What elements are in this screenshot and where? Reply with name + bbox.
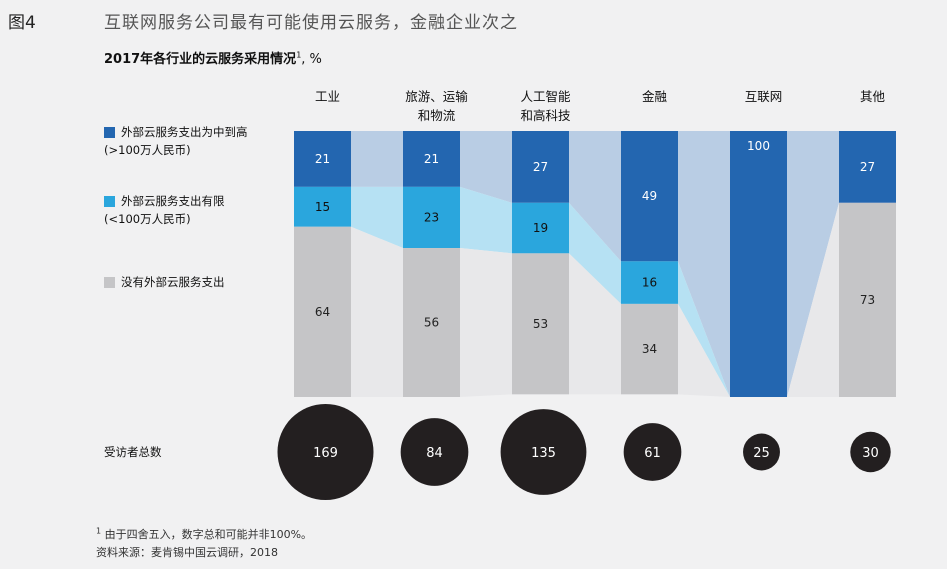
category-label: 互联网 (745, 89, 783, 104)
connector-band (569, 202, 621, 304)
bar-segment (621, 261, 678, 304)
bar-value-label: 21 (315, 152, 330, 166)
connector-band (351, 186, 403, 249)
bar-segment (621, 303, 678, 395)
bar-value-label: 73 (860, 293, 875, 307)
footnote-rounding: 1 由于四舍五入，数字总和可能并非100%。 (96, 526, 312, 542)
category-label: 其他 (860, 89, 886, 104)
bar-value-label: 56 (424, 316, 439, 330)
bar-segment (403, 131, 460, 187)
bar-segment (294, 186, 351, 227)
figure-title: 互联网服务公司最有可能使用云服务，金融企业次之 (104, 13, 518, 33)
connector-band (460, 186, 512, 254)
bar-segment (839, 131, 896, 203)
category-label: 金融 (642, 89, 668, 104)
legend-label: (<100万人民币) (104, 212, 191, 226)
respondent-count-label: 25 (753, 446, 770, 461)
respondent-count-label: 30 (862, 446, 879, 461)
chart-title: 2017年各行业的云服务采用情况1, % (104, 48, 322, 67)
legend-swatch (104, 277, 115, 288)
connector-band (351, 226, 403, 397)
connector-band (678, 131, 730, 397)
legend-label: 外部云服务支出为中到高 (121, 125, 248, 139)
connector-band (460, 248, 512, 397)
source-note: 资料来源：麦肯锡中国云调研，2018 (96, 546, 278, 559)
category-label: 工业 (315, 89, 340, 104)
respondent-count-label: 61 (644, 446, 661, 461)
stacked-bars (294, 131, 896, 397)
bar-value-label: 27 (860, 160, 875, 174)
legend-swatch (104, 127, 115, 138)
bar-value-label: 64 (315, 305, 330, 319)
bar-value-label: 27 (533, 160, 548, 174)
bar-value-label: 53 (533, 317, 548, 331)
connector-band (460, 131, 512, 203)
connector-bands (351, 131, 839, 397)
bar-segment (839, 202, 896, 397)
respondent-bubble (850, 431, 891, 473)
bar-value-label: 23 (424, 210, 439, 224)
bar-segment (403, 186, 460, 249)
chart-title-footnote-mark: 1 (296, 50, 302, 60)
bar-segment (730, 131, 787, 397)
footnote-text: 由于四舍五入，数字总和可能并非100%。 (104, 528, 313, 541)
bar-value-label: 34 (642, 342, 657, 356)
respondent-count-label: 135 (531, 446, 556, 461)
bar-segment (512, 131, 569, 203)
category-label: 和物流 (418, 108, 456, 123)
respondent-bubble (623, 423, 682, 481)
bar-segment (512, 202, 569, 254)
respondent-bubble (400, 418, 469, 486)
connector-band (569, 131, 621, 262)
figure-label: 图4 (8, 13, 36, 33)
bar-segment (294, 226, 351, 397)
respondent-count-label: 169 (313, 446, 338, 461)
bar-segment (403, 248, 460, 397)
legend-label: 没有外部云服务支出 (121, 275, 225, 289)
connector-band (569, 253, 621, 395)
connector-band (678, 303, 730, 397)
legend-swatch (104, 196, 115, 207)
bar-value-label: 16 (642, 276, 657, 290)
footnote-mark: 1 (96, 526, 102, 536)
bar-value-label: 49 (642, 189, 657, 203)
connector-band (351, 131, 403, 187)
bar-value-label: 19 (533, 221, 548, 235)
segment-value-labels: 21 15 64 21 23 56 27 19 53 49 16 34 100 27 73 (315, 139, 875, 356)
respondent-bubble (277, 404, 374, 500)
connector-band (787, 131, 839, 397)
bar-segment (294, 131, 351, 187)
respondent-bubbles: 169 84 135 61 25 30 受访者总数 (104, 404, 891, 500)
bar-value-label: 15 (315, 200, 330, 214)
connector-band (678, 261, 730, 397)
respondent-bubble (743, 433, 780, 471)
respondent-bubble (500, 409, 587, 495)
connector-band (787, 202, 839, 397)
category-label: 人工智能 (520, 89, 571, 104)
bar-value-label: 100 (747, 139, 770, 153)
legend-label: 外部云服务支出有限 (121, 194, 225, 208)
respondent-count-label: 84 (426, 446, 443, 461)
chart-title-text: 2017年各行业的云服务采用情况 (104, 52, 297, 67)
category-label: 和高科技 (520, 108, 571, 123)
bar-segment (512, 253, 569, 395)
category-label: 旅游、运输 (405, 89, 468, 104)
bar-segment (621, 131, 678, 262)
chart-title-unit: , % (301, 52, 322, 67)
respondents-label: 受访者总数 (104, 445, 162, 459)
legend-label: (>100万人民币) (104, 143, 191, 157)
bar-value-label: 21 (424, 152, 439, 166)
legend: 外部云服务支出为中到高 (>100万人民币) 外部云服务支出有限 (<100万人民币)… (104, 125, 248, 289)
